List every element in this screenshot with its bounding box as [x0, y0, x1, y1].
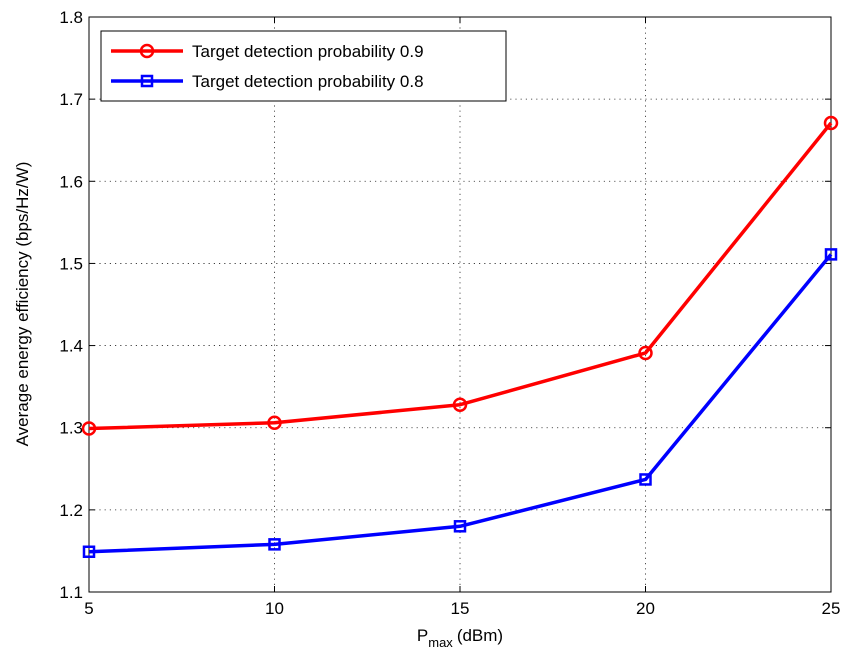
square-marker	[268, 538, 281, 551]
x-axis-title-subscript: max	[428, 635, 453, 650]
x-tick-label: 10	[265, 599, 284, 618]
x-axis-title-main: P	[417, 626, 428, 645]
legend-entries: Target detection probability 0.9 Target d…	[111, 42, 424, 91]
legend-label: Target detection probability 0.8	[192, 72, 424, 91]
legend-label: Target detection probability 0.9	[192, 42, 424, 61]
y-tick-label: 1.2	[59, 501, 83, 520]
legend-box	[100, 30, 507, 102]
circle-marker	[452, 397, 468, 412]
circle-marker	[823, 115, 839, 131]
circle-marker	[81, 421, 97, 436]
square-marker	[82, 545, 96, 558]
y-tick-label: 1.7	[59, 90, 83, 109]
series-layer	[81, 115, 839, 558]
x-axis-title-unit: (dBm)	[457, 626, 503, 645]
legend-entry: Target detection probability 0.9	[111, 42, 424, 61]
circle-marker	[638, 345, 653, 361]
series-2	[82, 248, 838, 558]
x-tick-label: 15	[451, 599, 470, 618]
y-tick-label: 1.8	[59, 8, 83, 27]
y-tick-label: 1.6	[59, 172, 83, 191]
grid-layer	[89, 17, 831, 592]
series-line	[88, 121, 833, 431]
x-tick-label: 25	[822, 599, 841, 618]
tick-layer: 5 10 15 20 25 1.1 1.2 1.3 1.4 1.5 1.6 1.7 1.8	[59, 8, 840, 618]
legend: Target detection probability 0.9 Target d…	[100, 30, 507, 102]
circle-marker	[267, 415, 282, 431]
x-axis-title: Pmax (dBm)	[417, 626, 503, 650]
x-tick-label: 5	[84, 599, 93, 618]
square-marker	[824, 248, 838, 261]
y-tick-label: 1.1	[59, 583, 83, 602]
y-tick-label: 1.5	[59, 254, 83, 273]
series-line	[88, 253, 833, 554]
legend-entry: Target detection probability 0.8	[111, 72, 424, 91]
legend-marker	[140, 74, 154, 88]
y-tick-label: 1.4	[59, 337, 83, 356]
y-axis-title: Average energy efficiency (bps/Hz/W)	[13, 162, 32, 447]
x-tick-label: 20	[636, 599, 655, 618]
legend-marker	[139, 43, 155, 59]
square-marker	[453, 520, 467, 533]
y-tick-label: 1.3	[59, 419, 83, 438]
series-1	[81, 115, 839, 436]
square-marker	[639, 473, 652, 486]
